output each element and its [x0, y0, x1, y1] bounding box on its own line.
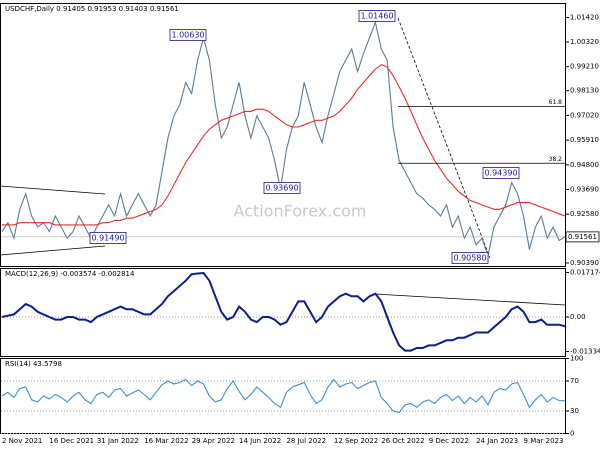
x-tick-label: 31 Jan 2022 — [97, 437, 139, 445]
y-tick-label: 0.95910 — [570, 136, 599, 144]
x-tick-label: 26 Oct 2022 — [381, 437, 424, 445]
x-tick-label: 9 Dec 2022 — [429, 437, 469, 445]
macd-title: MACD(12,26,9) -0.003574 -0.002814 — [5, 270, 135, 278]
series-line — [1, 378, 566, 414]
fib-label: 38.2 — [549, 156, 563, 163]
annotation: 0.90580 — [453, 254, 486, 263]
y-tick-label: 1.00320 — [570, 38, 599, 46]
y-tick-label: 0.93690 — [570, 186, 599, 194]
x-tick-label: 16 Dec 2021 — [49, 437, 94, 445]
x-tick-label: 2 Nov 2021 — [2, 437, 42, 445]
rsi-title: RSI(14) 43.5798 — [5, 360, 62, 368]
price-title: USDCHF,Daily 0.91405 0.91953 0.91403 0.9… — [5, 5, 179, 13]
y-tick-label: 0.98130 — [570, 87, 599, 95]
annotation-box — [358, 10, 396, 22]
annotation: 0.93690 — [265, 184, 298, 193]
trend-line — [397, 17, 491, 259]
y-tick-label: 100 — [570, 355, 583, 363]
y-tick-label: 0.90390 — [570, 259, 599, 267]
annotation-box — [482, 167, 520, 179]
y-tick-label: 70 — [570, 377, 579, 385]
y-tick-label: 0.00 — [570, 313, 586, 321]
y-tick-label: -0.01334 — [570, 348, 600, 356]
annotation: 0.91490 — [91, 234, 124, 243]
x-tick-label: 24 Jan 2023 — [476, 437, 518, 445]
series-line — [2, 64, 566, 226]
y-tick-label: 0.94800 — [570, 161, 599, 169]
annotation-box — [451, 252, 489, 264]
x-tick-label: 28 Jul 2022 — [286, 437, 326, 445]
x-tick-label: 12 Sep 2022 — [334, 437, 378, 445]
x-tick-label: 9 Mar 2023 — [524, 437, 564, 445]
fib-label: 61.8 — [549, 99, 563, 106]
annotation: 0.94390 — [484, 169, 517, 178]
y-tick-label: 0.99210 — [570, 63, 599, 71]
y-tick-label: 30 — [570, 407, 579, 415]
macd-panel — [0, 268, 566, 357]
x-tick-label: 16 Mar 2022 — [144, 437, 188, 445]
current-price-label: 0.91561 — [568, 233, 597, 241]
price-panel — [0, 3, 566, 267]
y-tick-label: 0.017174 — [570, 269, 600, 277]
x-tick-label: 14 Jun 2022 — [239, 437, 281, 445]
divergence-line — [374, 293, 566, 306]
y-tick-label: 0.92580 — [570, 210, 599, 218]
annotation-box — [263, 182, 301, 194]
annotation-box — [89, 232, 127, 244]
annotation: 1.00630 — [171, 31, 204, 40]
y-tick-label: 1.01420 — [570, 14, 599, 22]
trend-line — [0, 245, 106, 256]
y-tick-label: 0 — [570, 430, 574, 438]
x-tick-label: 29 Apr 2022 — [192, 437, 235, 445]
annotation-box — [169, 29, 207, 41]
watermark: ActionForex.com — [233, 202, 366, 221]
current-price-box — [565, 231, 600, 243]
trend-line — [0, 185, 106, 195]
annotation: 1.01460 — [360, 12, 393, 21]
y-tick-label: 0.97020 — [570, 111, 599, 119]
series-line — [1, 20, 566, 259]
series-line — [1, 271, 566, 352]
